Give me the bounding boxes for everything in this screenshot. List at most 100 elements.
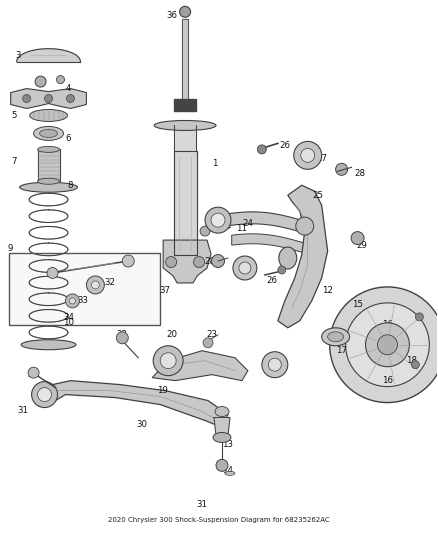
Circle shape <box>86 276 104 294</box>
Circle shape <box>346 303 429 386</box>
Text: 30: 30 <box>137 420 148 429</box>
Text: 2020 Chrysler 300 Shock-Suspension Diagram for 68235262AC: 2020 Chrysler 300 Shock-Suspension Diagr… <box>108 517 330 523</box>
Circle shape <box>45 94 53 102</box>
Circle shape <box>212 255 225 268</box>
Text: 20: 20 <box>166 330 178 340</box>
Circle shape <box>301 148 314 163</box>
Circle shape <box>278 266 286 274</box>
Polygon shape <box>174 125 196 151</box>
Ellipse shape <box>215 407 229 416</box>
Circle shape <box>330 287 438 402</box>
Text: 18: 18 <box>406 356 417 365</box>
Text: 16: 16 <box>382 376 393 385</box>
Circle shape <box>166 256 177 268</box>
Text: 7: 7 <box>11 157 16 166</box>
Text: 36: 36 <box>166 11 178 20</box>
Text: 14: 14 <box>223 466 233 475</box>
Ellipse shape <box>213 432 231 442</box>
Ellipse shape <box>38 178 60 184</box>
Circle shape <box>23 94 31 102</box>
Text: 11: 11 <box>237 224 247 232</box>
Text: 23: 23 <box>207 330 218 340</box>
Polygon shape <box>174 99 196 111</box>
Ellipse shape <box>39 130 57 138</box>
Circle shape <box>378 335 397 355</box>
Polygon shape <box>182 19 188 99</box>
Text: 35: 35 <box>27 370 38 379</box>
Text: 26: 26 <box>279 141 290 150</box>
Text: 5: 5 <box>11 111 16 120</box>
Circle shape <box>216 459 228 471</box>
Text: 31: 31 <box>197 500 208 508</box>
Circle shape <box>294 141 321 169</box>
Polygon shape <box>42 381 228 427</box>
Circle shape <box>336 163 348 175</box>
Circle shape <box>153 346 183 376</box>
Text: 37: 37 <box>160 286 171 295</box>
Text: 22: 22 <box>117 330 128 340</box>
Polygon shape <box>218 212 305 233</box>
Polygon shape <box>38 149 60 181</box>
Circle shape <box>180 6 191 17</box>
Circle shape <box>200 226 210 236</box>
Text: 17: 17 <box>336 346 347 355</box>
Text: 31: 31 <box>17 406 28 415</box>
Circle shape <box>211 213 225 227</box>
Text: 27: 27 <box>316 154 327 163</box>
Text: 21: 21 <box>272 356 283 365</box>
Circle shape <box>203 338 213 348</box>
Circle shape <box>262 352 288 378</box>
FancyBboxPatch shape <box>9 253 160 325</box>
Polygon shape <box>173 151 197 255</box>
Text: 9: 9 <box>8 244 13 253</box>
Circle shape <box>67 94 74 102</box>
Circle shape <box>258 145 266 154</box>
Text: 29: 29 <box>356 240 367 249</box>
Polygon shape <box>163 240 211 283</box>
Text: 6: 6 <box>66 134 71 143</box>
Ellipse shape <box>20 182 78 192</box>
Text: 25: 25 <box>312 191 323 200</box>
Circle shape <box>32 382 57 408</box>
Text: 33: 33 <box>77 296 88 305</box>
Text: 13: 13 <box>223 440 233 449</box>
Ellipse shape <box>21 340 76 350</box>
Circle shape <box>66 294 79 308</box>
Polygon shape <box>278 185 328 328</box>
Text: 32: 32 <box>105 278 116 287</box>
Circle shape <box>117 332 128 344</box>
Circle shape <box>28 367 39 378</box>
Circle shape <box>122 255 134 267</box>
Polygon shape <box>214 417 230 435</box>
Text: 27: 27 <box>237 266 247 276</box>
Circle shape <box>411 361 419 369</box>
Polygon shape <box>17 49 81 62</box>
Circle shape <box>296 217 314 235</box>
Ellipse shape <box>38 147 60 152</box>
Ellipse shape <box>321 328 350 346</box>
Ellipse shape <box>34 126 64 140</box>
Circle shape <box>35 76 46 87</box>
Circle shape <box>268 358 281 371</box>
Text: 10: 10 <box>63 318 74 327</box>
Circle shape <box>57 76 64 84</box>
Circle shape <box>415 313 424 321</box>
Circle shape <box>233 256 257 280</box>
Text: 8: 8 <box>68 181 73 190</box>
Ellipse shape <box>279 247 297 269</box>
Circle shape <box>160 353 176 369</box>
Circle shape <box>92 281 99 289</box>
Circle shape <box>38 387 52 401</box>
Circle shape <box>205 207 231 233</box>
Circle shape <box>366 323 410 367</box>
Text: 15: 15 <box>352 301 363 309</box>
Circle shape <box>47 268 58 278</box>
Ellipse shape <box>30 109 67 122</box>
Text: 26: 26 <box>266 277 277 286</box>
Polygon shape <box>42 166 54 187</box>
Text: 28: 28 <box>205 256 215 265</box>
Ellipse shape <box>225 471 235 475</box>
Text: 12: 12 <box>322 286 333 295</box>
Polygon shape <box>232 234 305 253</box>
Text: 19: 19 <box>157 386 168 395</box>
